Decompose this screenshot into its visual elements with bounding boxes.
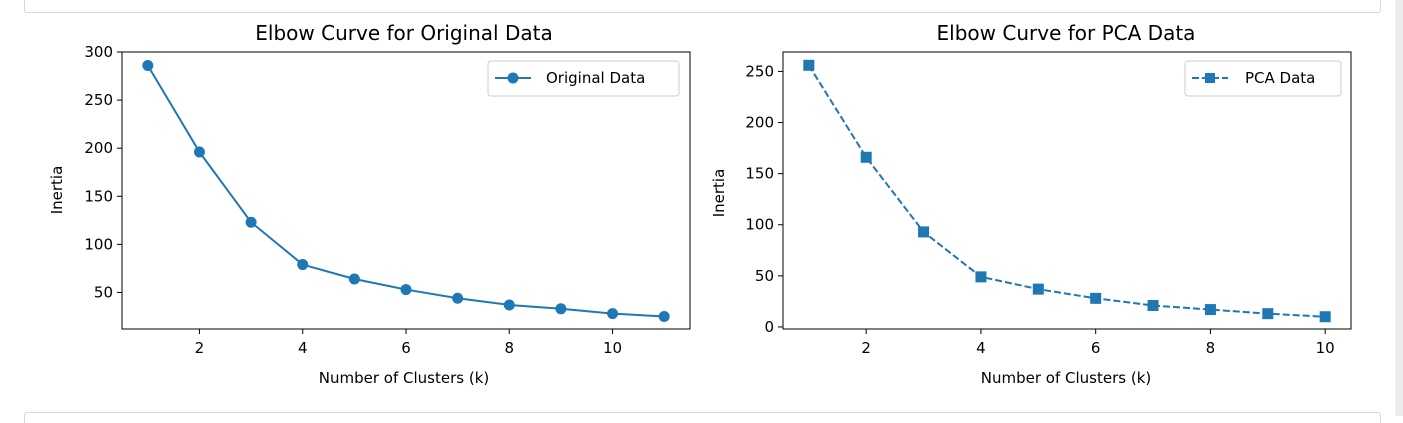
y-tick-label: 250 [745,62,774,80]
legend: PCA Data [1184,60,1342,97]
data-point [1032,283,1044,295]
plot-area: 2 4 6 8 10 50 100 150 200 250 300 [84,43,691,357]
data-point [142,59,154,71]
data-point [555,303,567,315]
data-point [1147,299,1159,311]
chart-pca-data: Elbow Curve for PCA Data 2 4 6 8 10050100150… [710,21,1352,387]
x-tick-label: 6 [1091,339,1101,357]
y-tick-label: 150 [745,165,774,183]
data-point [1090,292,1102,304]
y-axis-label: Inertia [48,166,66,215]
data-point [975,271,987,283]
data-point [503,299,515,311]
data-point [245,216,257,228]
legend: Original Data [487,60,680,97]
data-point [1262,308,1274,320]
y-tick-label: 0 [764,318,774,336]
legend-label: PCA Data [1245,69,1315,87]
x-axis-label: Number of Clusters (k) [319,369,489,387]
data-point [400,284,412,296]
data-point [607,308,619,320]
y-tick-label: 150 [84,187,113,205]
y-tick-label: 200 [84,139,113,157]
data-point [452,292,464,304]
legend-marker [507,72,519,84]
x-tick-label: 8 [504,339,514,357]
data-point [658,310,670,322]
x-tick-label: 2 [195,339,205,357]
data-point [803,59,815,71]
x-tick-label: 10 [1316,339,1335,357]
x-tick-label: 4 [298,339,308,357]
x-axis-label: Number of Clusters (k) [981,369,1151,387]
data-point [1319,311,1331,323]
legend-marker [1205,73,1215,83]
y-axis-label: Inertia [710,169,728,218]
x-tick-label: 8 [1206,339,1216,357]
chart-title: Elbow Curve for PCA Data [937,21,1196,45]
y-tick-label: 50 [755,267,774,285]
y-tick-label: 100 [745,216,774,234]
data-point [918,226,930,238]
chart-original-data: Elbow Curve for Original Data 2 4 6 8 10 50 10… [48,21,691,387]
figure: Elbow Curve for Original Data 2 4 6 8 10 50 10… [48,21,1352,387]
y-tick-label: 100 [84,235,113,253]
notebook-cell-bottom-border [24,412,1381,423]
y-tick-label: 250 [84,91,113,109]
y-tick-label: 300 [84,43,113,61]
notebook-cell-top-border [24,0,1381,13]
legend-box [1184,60,1342,97]
legend-box [487,60,680,97]
y-tick-label: 50 [94,283,113,301]
x-tick-label: 10 [603,339,622,357]
x-tick-label: 4 [976,339,986,357]
data-point [860,151,872,163]
series-line [146,64,665,318]
series-line [807,64,1326,318]
x-tick-label: 6 [401,339,411,357]
legend-label: Original Data [546,69,645,87]
axes-frame [782,51,1352,330]
vertical-scrollbar[interactable] [1395,0,1403,416]
data-point [297,259,309,271]
x-tick-label: 2 [861,339,871,357]
data-point [1204,304,1216,316]
data-point [193,146,205,158]
data-point [348,273,360,285]
y-tick-label: 200 [745,114,774,132]
chart-title: Elbow Curve for Original Data [255,21,552,45]
